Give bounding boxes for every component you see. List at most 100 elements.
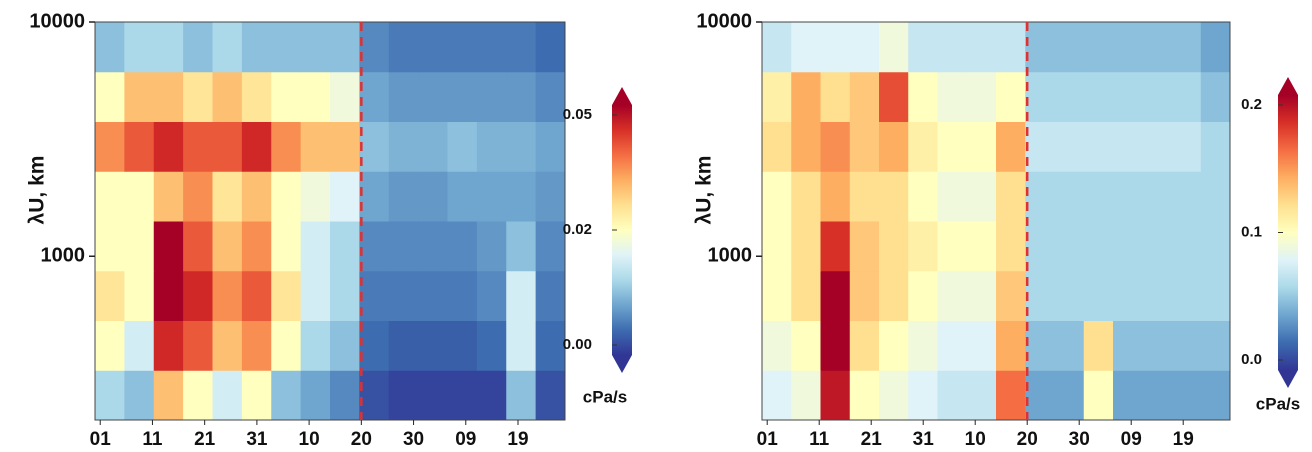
heatmap-cell — [330, 121, 360, 172]
colorbar-arrow — [1278, 77, 1298, 95]
heatmap-cell — [791, 370, 821, 421]
heatmap-cell — [1054, 320, 1085, 371]
plot-frame — [94, 21, 566, 421]
heatmap-cell — [388, 171, 419, 222]
heatmap-cell — [1113, 71, 1143, 122]
heatmap-cell — [879, 270, 909, 321]
x-tick-label: 09 — [455, 429, 476, 450]
heatmap-cell — [1142, 121, 1172, 172]
heatmap-cell — [1083, 370, 1114, 421]
heatmap-cell — [849, 270, 880, 321]
y-axis-label: λU, km — [26, 156, 49, 225]
heatmap-cell — [447, 121, 478, 172]
heatmap-cell — [124, 320, 155, 371]
heatmap-cell — [908, 22, 938, 73]
heatmap-cell — [791, 22, 821, 73]
heatmap-cell — [1083, 270, 1114, 321]
heatmap-cell — [476, 171, 507, 222]
heatmap-cell — [330, 370, 360, 421]
colorbar-tick-label: 0.00 — [563, 336, 592, 353]
heatmap-cell — [1171, 71, 1202, 122]
heatmap-cell — [966, 370, 997, 421]
x-tick-label: 30 — [1069, 429, 1090, 450]
heatmap-cell — [966, 71, 997, 122]
heatmap-cell — [300, 270, 331, 321]
heatmap-cell — [388, 71, 419, 122]
heatmap-cell — [506, 320, 537, 371]
heatmap-cell — [1025, 370, 1055, 421]
heatmap-cell — [359, 171, 390, 222]
heatmap-cell — [996, 121, 1026, 172]
heatmap-cell — [1083, 221, 1114, 272]
heatmap-cell — [791, 171, 821, 222]
heatmap-cell — [183, 121, 213, 172]
heatmap-cell — [506, 121, 537, 172]
x-tick-label: 20 — [351, 429, 372, 450]
heatmap-cell — [153, 270, 184, 321]
heatmap-cell — [183, 221, 213, 272]
heatmap-cell — [300, 71, 331, 122]
heatmap-cell — [212, 71, 243, 122]
heatmap-cell — [1025, 171, 1055, 222]
heatmap-cell — [966, 171, 997, 222]
heatmap-cell — [388, 320, 419, 371]
heatmap-cell — [1171, 121, 1202, 172]
colorbar-arrow — [612, 87, 632, 105]
heatmap-cell — [1171, 320, 1202, 371]
heatmap-cell — [1142, 171, 1172, 222]
heatmap-cell — [359, 320, 390, 371]
heatmap-cell — [1054, 22, 1085, 73]
heatmap-cell — [476, 320, 507, 371]
heatmap-cell — [996, 221, 1026, 272]
heatmap-cell — [153, 221, 184, 272]
heatmap-cell — [849, 171, 880, 222]
heatmap-cell — [447, 370, 478, 421]
heatmap-cell — [330, 71, 360, 122]
y-tick-label: 1000 — [708, 245, 753, 267]
colorbar-tick-label: 0.0 — [1241, 351, 1262, 368]
plot-frame — [761, 21, 1231, 421]
heatmap-cell — [95, 370, 125, 421]
y-tick-label: 10000 — [696, 10, 752, 32]
heatmap-cell — [418, 320, 448, 371]
heatmap-cell — [1142, 320, 1172, 371]
heatmap-cell — [1113, 22, 1143, 73]
heatmap-cell — [506, 270, 537, 321]
heatmap-cell — [447, 22, 478, 73]
heatmap-cell — [937, 22, 968, 73]
heatmap-cell — [359, 221, 390, 272]
heatmap-cell — [153, 320, 184, 371]
heatmap-cell — [1200, 71, 1231, 122]
heatmap-cell — [1025, 121, 1055, 172]
heatmap-cell — [212, 121, 243, 172]
heatmap-cell — [241, 270, 272, 321]
heatmap-cell — [506, 71, 537, 122]
heatmap-cell — [535, 370, 566, 421]
heatmap-cell — [966, 22, 997, 73]
heatmap-cell — [791, 320, 821, 371]
x-tick-label: 21 — [861, 429, 883, 450]
heatmap-cell — [241, 370, 272, 421]
heatmap-cell — [153, 22, 184, 73]
heatmap-cell — [153, 370, 184, 421]
heatmap-cell — [791, 221, 821, 272]
heatmap-cell — [849, 221, 880, 272]
heatmap-cell — [820, 270, 851, 321]
heatmap-cell — [937, 270, 968, 321]
heatmap-cell — [447, 270, 478, 321]
heatmap-cell — [330, 171, 360, 222]
heatmap-cell — [1113, 171, 1143, 222]
heatmap-cell — [996, 270, 1026, 321]
heatmap-cell — [762, 71, 792, 122]
x-tick-label: 30 — [403, 429, 424, 450]
colorbar-label: cPa/s — [583, 387, 627, 406]
heatmap-cell — [879, 370, 909, 421]
heatmap-cell — [762, 320, 792, 371]
heatmap-cell — [762, 121, 792, 172]
heatmap-cell — [1200, 370, 1231, 421]
heatmap-cell — [388, 22, 419, 73]
heatmap-cell — [908, 270, 938, 321]
heatmap-cell — [1025, 71, 1055, 122]
heatmap-cell — [1054, 71, 1085, 122]
